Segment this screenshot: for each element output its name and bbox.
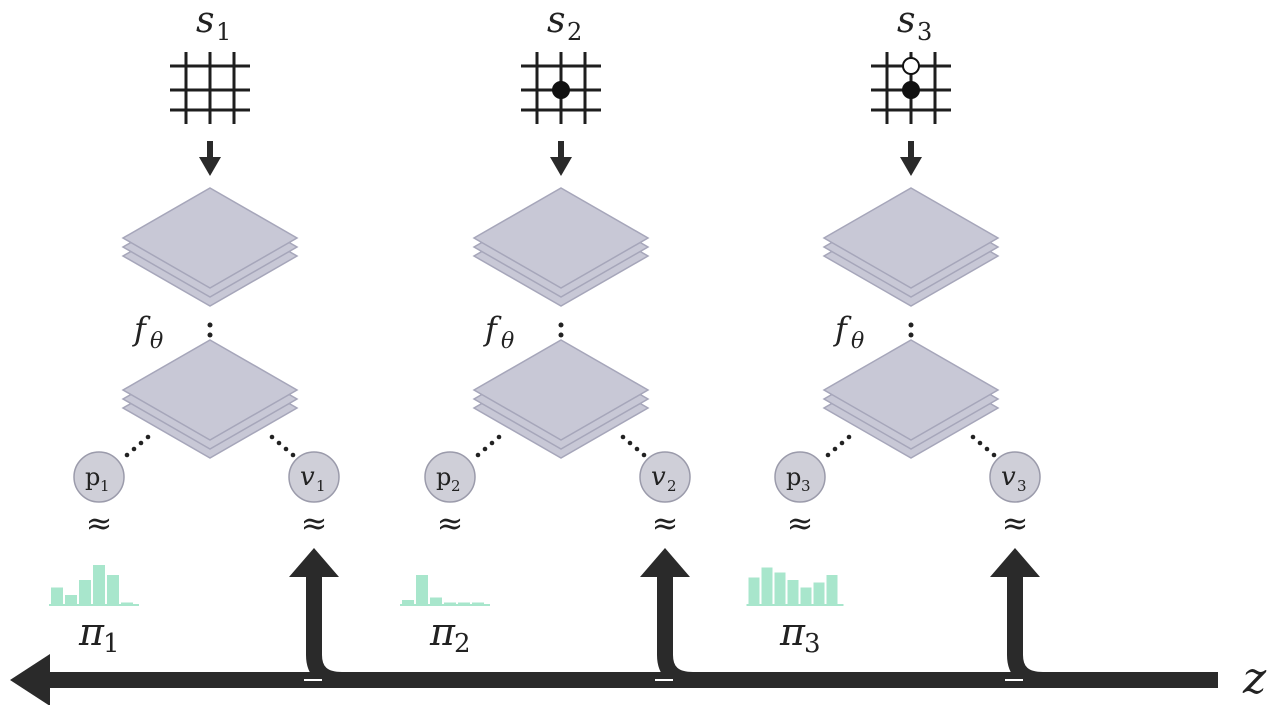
network-subscript: θ [851, 329, 864, 354]
policy-bar [814, 583, 825, 606]
policy-node-label: p [786, 463, 801, 491]
value-node-index: 1 [316, 477, 326, 495]
policy-bar [749, 578, 760, 606]
branch-curve [314, 575, 342, 680]
pi-index: 1 [103, 629, 120, 659]
value-connector [621, 435, 647, 458]
policy-bar [762, 568, 773, 606]
down-arrow-icon [199, 141, 221, 176]
column-3: s 3f θp 3 v 3≈ ≈π 3 [747, 0, 1041, 659]
policy-bar [788, 580, 799, 605]
policy-node-label: p [85, 463, 100, 491]
policy-histogram [747, 568, 844, 606]
policy-bar [65, 595, 77, 605]
value-node-label: v [651, 462, 666, 492]
policy-bar [430, 598, 442, 606]
value-node-label: v [1001, 462, 1016, 492]
branch-curve [1015, 575, 1043, 680]
down-arrow-icon [900, 141, 922, 176]
up-arrow-icon [990, 548, 1040, 577]
network-subscript: θ [501, 329, 514, 354]
network-subscript: θ [150, 329, 163, 354]
state-label: s [897, 0, 915, 41]
pi-label: π [78, 610, 105, 654]
policy-bar [775, 573, 786, 606]
state-label: s [196, 0, 214, 41]
network-layers-bottom [824, 340, 998, 458]
approx-symbol-value: ≈ [301, 504, 328, 542]
black-stone [903, 82, 919, 98]
up-arrow-icon [289, 548, 339, 577]
approx-symbol-value: ≈ [652, 504, 679, 542]
approx-symbol-policy: ≈ [787, 504, 814, 542]
state-index: 3 [917, 18, 932, 46]
policy-node-index: 1 [100, 477, 110, 495]
network-layers-bottom [474, 340, 648, 458]
column-1: s 1f θp 1 v 1≈ ≈π 1 [49, 0, 339, 659]
state-index: 2 [567, 18, 582, 46]
network-layers-top [123, 188, 297, 306]
value-node-index: 2 [667, 477, 677, 495]
network-layers-top [824, 188, 998, 306]
column-2: s 2f θp 2 v 2≈ ≈π 2 [400, 0, 690, 659]
policy-bar [51, 588, 63, 606]
policy-node-label: p [436, 463, 451, 491]
network-label: f [132, 310, 151, 348]
z-label: z [1242, 653, 1267, 704]
policy-bar [827, 575, 838, 605]
policy-bar [79, 580, 91, 605]
value-connector [971, 435, 997, 458]
state-label: s [547, 0, 565, 41]
approx-symbol-value: ≈ [1002, 504, 1029, 542]
black-stone [553, 82, 569, 98]
network-layers-bottom [123, 340, 297, 458]
network-layers-top [474, 188, 648, 306]
columns: s 1f θp 1 v 1≈ ≈π 1s 2f θp 2 v 2≈ ≈π 2s 3f θp 3 v 3≈ ≈π 3 [49, 0, 1040, 659]
board-icon [521, 52, 601, 124]
policy-connector [476, 435, 502, 458]
network-label: f [483, 310, 502, 348]
branch-curve [665, 575, 693, 680]
board-icon [871, 52, 951, 124]
value-connector [270, 435, 296, 458]
network-label: f [833, 310, 852, 348]
state-index: 1 [216, 18, 231, 46]
policy-bar [93, 565, 105, 605]
pi-label: π [429, 610, 456, 654]
pi-label: π [779, 610, 806, 654]
value-node-index: 3 [1017, 477, 1027, 495]
policy-node-index: 3 [801, 477, 811, 495]
policy-node-index: 2 [451, 477, 461, 495]
down-arrow-icon [550, 141, 572, 176]
value-node-label: v [300, 462, 315, 492]
policy-bar [107, 575, 119, 605]
policy-histogram [49, 565, 139, 605]
pi-index: 2 [454, 629, 471, 659]
white-stone [903, 58, 919, 74]
pi-index: 3 [804, 629, 821, 659]
policy-bar [416, 575, 428, 605]
policy-bar [801, 588, 812, 606]
policy-connector [125, 435, 151, 458]
board-icon [170, 52, 250, 124]
approx-symbol-policy: ≈ [437, 504, 464, 542]
return-arrow [10, 575, 1218, 705]
policy-connector [826, 435, 852, 458]
approx-symbol-policy: ≈ [86, 504, 113, 542]
policy-histogram [400, 575, 490, 605]
up-arrow-icon [640, 548, 690, 577]
